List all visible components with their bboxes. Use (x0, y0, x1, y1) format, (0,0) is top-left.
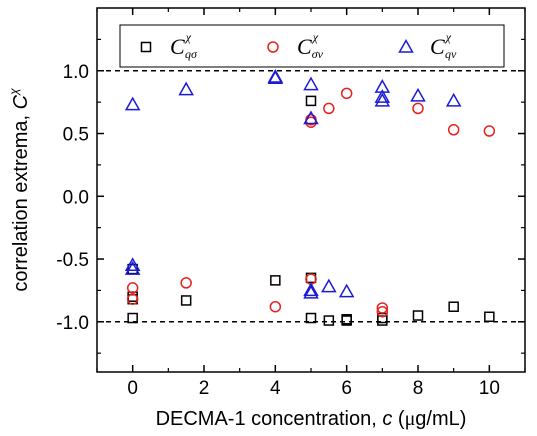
triangle-point (267, 70, 284, 85)
triangle-point (178, 81, 194, 96)
x-tick-label: 0 (127, 378, 138, 399)
legend-label: Cχ σv (297, 30, 324, 61)
circle-point (340, 87, 353, 100)
x-axis-title-open: ( (392, 408, 405, 430)
legend: Cχ qσ Cχ σv Cχ qv (119, 24, 505, 68)
circle-point (376, 302, 389, 314)
triangle-point (124, 257, 141, 272)
legend-label-main: C (297, 34, 312, 59)
x-tick-label: 6 (341, 378, 352, 399)
square-point (341, 315, 352, 326)
triangle-point (321, 278, 337, 293)
x-axis-title: DECMA-1 concentration, c (μg/mL) (156, 408, 467, 430)
square-point (448, 301, 459, 312)
series-square (127, 95, 495, 326)
triangle-point (410, 87, 426, 102)
triangle-point (303, 284, 319, 299)
triangle-point (303, 76, 319, 91)
x-tick-label: 8 (413, 378, 424, 399)
legend-label-sub: σv (312, 47, 324, 61)
square-point (305, 312, 317, 324)
legend-box (119, 24, 505, 68)
legend-label-sup: χ (185, 30, 192, 44)
triangle-point (124, 261, 141, 275)
triangle-point (445, 92, 462, 107)
square-point (484, 311, 495, 323)
square-point (127, 312, 138, 324)
circle-point (323, 102, 335, 115)
legend-marker-triangle (398, 38, 414, 53)
circle-point (376, 306, 389, 318)
circle-point (126, 282, 139, 294)
triangle-point (303, 110, 319, 125)
axis-ticks: 0 2 4 6 8 10 -1.0 -0.5 0.0 0.5 1.0 (56, 8, 526, 399)
x-axis-title-text: DECMA-1 concentration, (156, 408, 383, 430)
circle-point (483, 125, 496, 137)
y-tick-label: 0.0 (63, 187, 89, 208)
legend-label: Cχ qv (430, 30, 457, 61)
y-axis-title-text: correlation extrema, (10, 109, 32, 291)
y-axis-title: correlation extrema, Cχ (7, 88, 32, 292)
legend-label-sup: χ (312, 30, 319, 44)
circle-point (180, 277, 192, 289)
triangle-point (303, 282, 319, 297)
y-tick-label: -1.0 (56, 313, 89, 334)
legend-marker-circle (267, 41, 279, 53)
x-tick-label: 10 (479, 378, 500, 399)
circle-point (269, 300, 282, 313)
circle-point (412, 102, 424, 115)
x-axis-title-var: c (382, 408, 392, 430)
triangle-point (374, 92, 391, 107)
triangle-point (338, 283, 355, 298)
legend-marker-square (140, 41, 152, 53)
y-tick-label: 0.5 (63, 125, 89, 146)
legend-label-main: C (170, 34, 185, 59)
y-tick-label: -0.5 (56, 250, 89, 271)
y-tick-label: 1.0 (63, 62, 89, 83)
y-axis-title-var: C (10, 94, 32, 109)
data-marks (124, 69, 496, 326)
x-axis-title-mu: μ (405, 408, 416, 430)
triangle-point (374, 89, 391, 103)
x-tick-label: 2 (199, 378, 210, 399)
square-point (323, 315, 335, 326)
square-point (180, 295, 192, 306)
square-point (412, 310, 424, 321)
legend-label-sub: qv (445, 47, 457, 61)
legend-label-sub: qσ (185, 47, 198, 61)
x-axis-title-unit: g/mL) (415, 408, 466, 430)
legend-label: Cχ qσ (170, 30, 198, 61)
circle-point (447, 124, 460, 136)
square-point (270, 275, 281, 286)
legend-label-main: C (430, 34, 445, 59)
x-tick-label: 4 (270, 378, 281, 399)
y-axis-title-sup: χ (7, 88, 21, 96)
circle-point (126, 293, 139, 305)
square-point (305, 95, 317, 107)
legend-label-sup: χ (445, 30, 452, 44)
triangle-point (124, 96, 141, 111)
series-triangle (124, 69, 462, 299)
